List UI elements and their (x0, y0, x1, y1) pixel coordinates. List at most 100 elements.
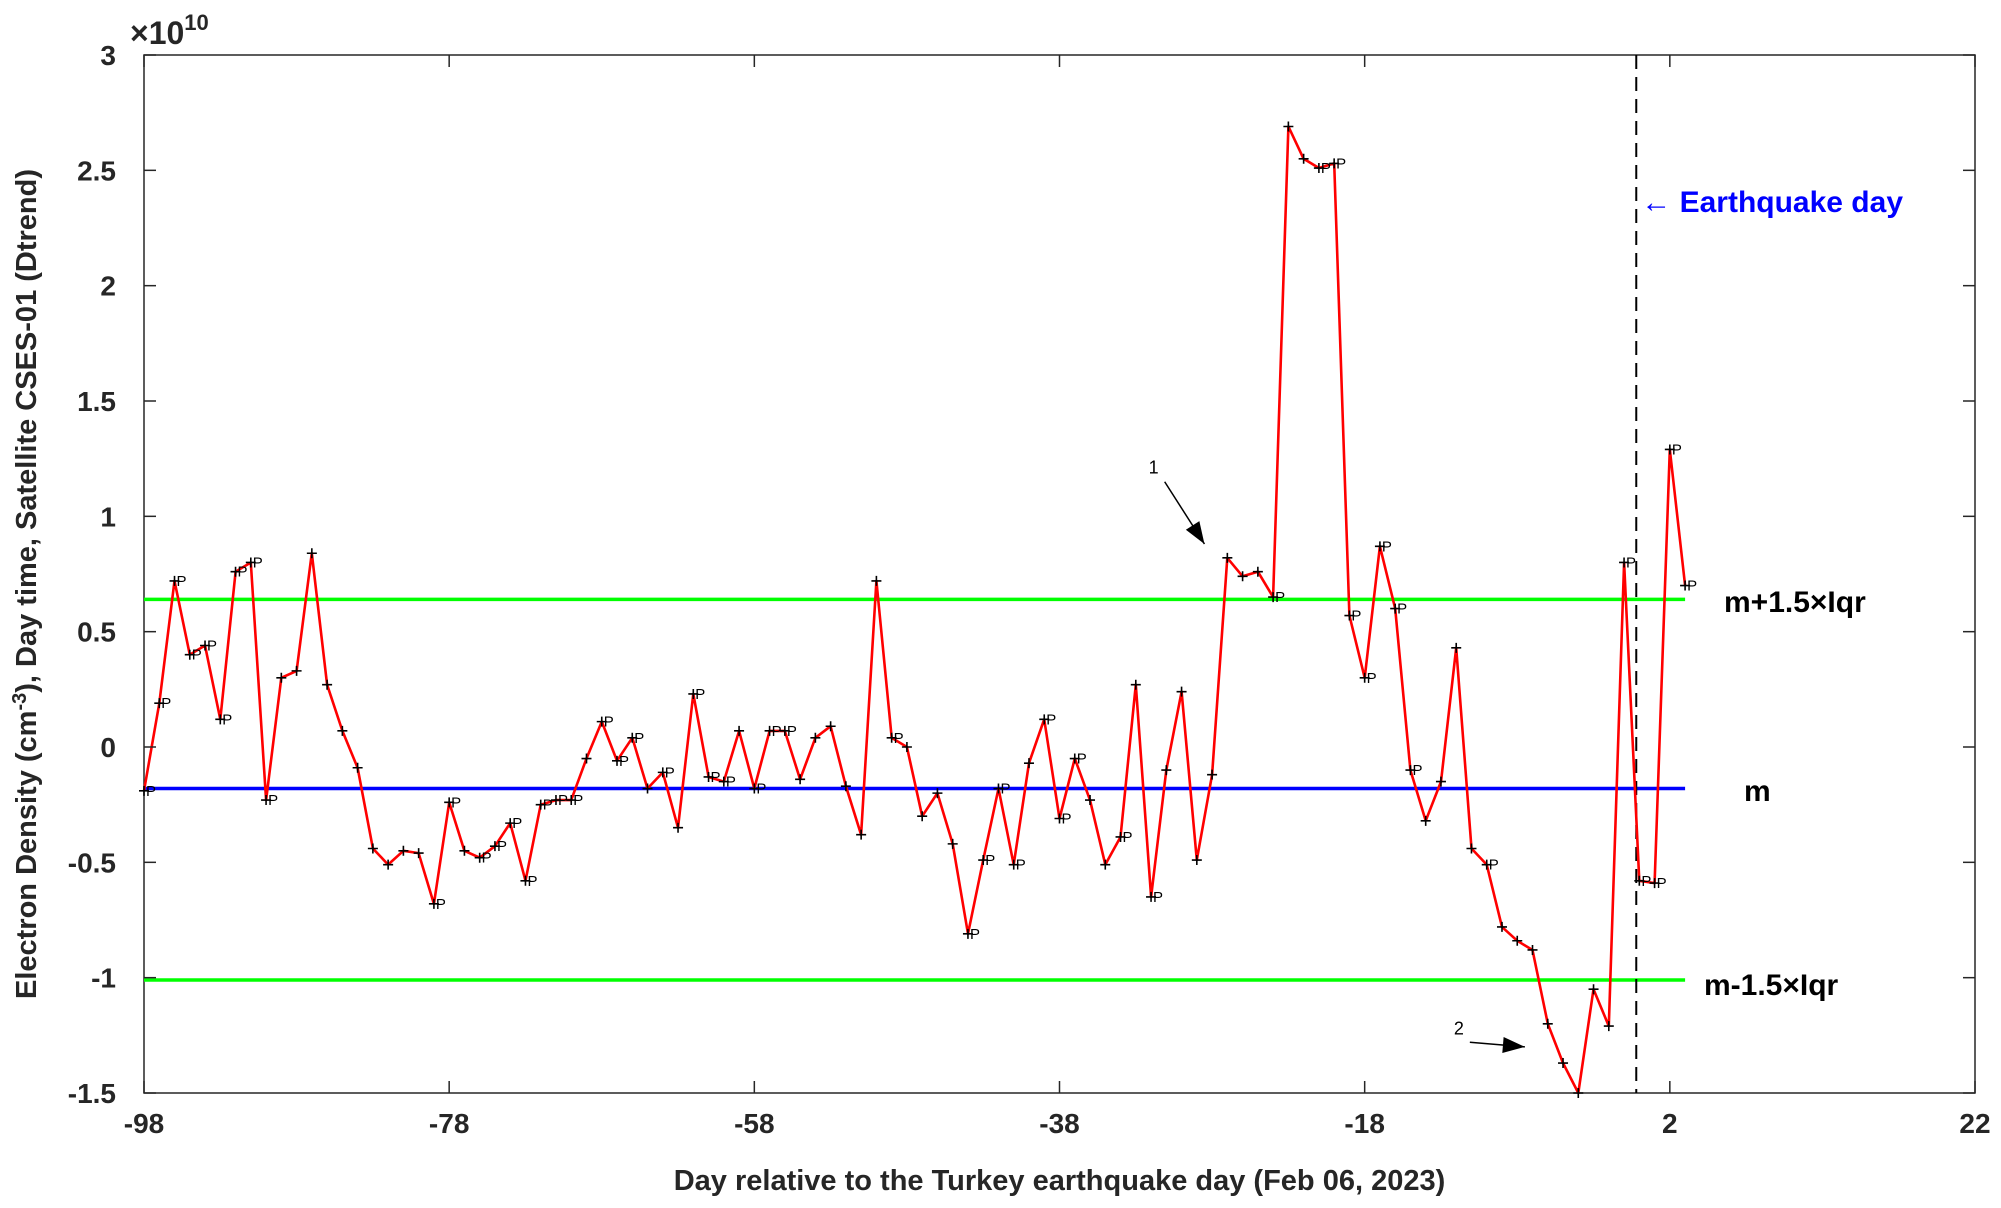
data-point (1207, 769, 1218, 780)
data-point (1558, 1058, 1569, 1069)
data-point (1451, 642, 1462, 653)
reference-lines (144, 55, 1686, 1093)
axis-ticks: -98 -78 -58 -38 -18 2 22-1.5-1-0.500.511.522.5… (68, 40, 1991, 1139)
data-point (1496, 921, 1507, 932)
earthquake-day-label: ← Earthquake day (1641, 186, 1903, 219)
point-label: P (1489, 857, 1499, 874)
data-point (306, 548, 317, 559)
data-point (627, 732, 638, 743)
point-label: P (1672, 441, 1682, 458)
data-point (703, 771, 714, 782)
data-point (1176, 686, 1187, 697)
data-point (1374, 541, 1385, 552)
data-point (1405, 765, 1416, 776)
point-label: P (1641, 873, 1651, 890)
series-line (142, 125, 1687, 1095)
data-point (428, 898, 439, 909)
data-point (993, 783, 1004, 794)
y-tick-label: 1.5 (77, 386, 116, 417)
point-label: P (1077, 751, 1087, 768)
data-point (1588, 984, 1599, 995)
point-label: P (1321, 160, 1331, 177)
marker-label-1: 1 (1149, 458, 1159, 478)
data-point (734, 725, 745, 736)
point-label: P (985, 852, 995, 869)
data-point (856, 829, 867, 840)
data-point (459, 845, 470, 856)
point-label: P (695, 686, 705, 703)
data-point (337, 725, 348, 736)
x-tick-label: -58 (734, 1108, 774, 1139)
data-point (535, 799, 546, 810)
y-tick-label: -1.5 (68, 1078, 116, 1109)
data-point (840, 781, 851, 792)
data-point (1619, 557, 1630, 568)
point-label: P (1123, 829, 1133, 846)
point-label: P (1336, 155, 1346, 172)
data-point (184, 649, 195, 660)
data-point (1115, 831, 1126, 842)
data-point (367, 843, 378, 854)
x-tick-label: -18 (1344, 1108, 1384, 1139)
data-point (398, 845, 409, 856)
data-point (581, 753, 592, 764)
data-point (215, 714, 226, 725)
data-point (154, 698, 165, 709)
data-point (947, 838, 958, 849)
data-point (1481, 859, 1492, 870)
point-label: P (619, 753, 629, 770)
data-point (505, 818, 516, 829)
y-tick-label: 2.5 (77, 155, 116, 186)
y-tick-label: 0 (100, 732, 116, 763)
data-point (413, 848, 424, 859)
data-point (489, 841, 500, 852)
data-point (444, 797, 455, 808)
point-label: P (497, 838, 507, 855)
x-tick-label: -78 (429, 1108, 469, 1139)
data-point (1359, 672, 1370, 683)
point-label: P (634, 730, 644, 747)
data-point (245, 557, 256, 568)
y-tick-label: 0.5 (77, 617, 116, 648)
data-point (1680, 580, 1691, 591)
x-tick-label: -38 (1039, 1108, 1079, 1139)
data-point (230, 566, 241, 577)
data-point (810, 732, 821, 743)
point-label: P (207, 638, 217, 655)
data-point (1634, 875, 1645, 886)
data-point (566, 795, 577, 806)
point-label: P (772, 723, 782, 740)
data-point (1222, 552, 1233, 563)
point-label: P (558, 792, 568, 809)
data-point (1191, 855, 1202, 866)
data-point (1237, 571, 1248, 582)
data-point (169, 575, 180, 586)
data-point (1390, 603, 1401, 614)
point-label: P (894, 730, 904, 747)
data-point (1023, 758, 1034, 769)
y-tick-label: -0.5 (68, 847, 116, 878)
data-point (474, 852, 485, 863)
data-point (1161, 765, 1172, 776)
x-tick-label: -98 (124, 1108, 164, 1139)
point-label: P (970, 926, 980, 943)
y-tick-label: 1 (100, 501, 116, 532)
point-label: P (436, 896, 446, 913)
data-point (1130, 679, 1141, 690)
data-point (901, 742, 912, 752)
data-point (1573, 1088, 1584, 1098)
point-label: P (451, 794, 461, 811)
data-point (1542, 1018, 1553, 1029)
data-point (1435, 776, 1446, 787)
data-point (261, 795, 272, 806)
data-point (550, 795, 561, 806)
point-label: P (1687, 578, 1697, 595)
data-point (200, 640, 211, 651)
point-label: P (1016, 857, 1026, 874)
data-point (886, 732, 897, 743)
data-point (322, 679, 333, 690)
hline-label: m (1744, 775, 1771, 808)
data-point (825, 721, 836, 732)
